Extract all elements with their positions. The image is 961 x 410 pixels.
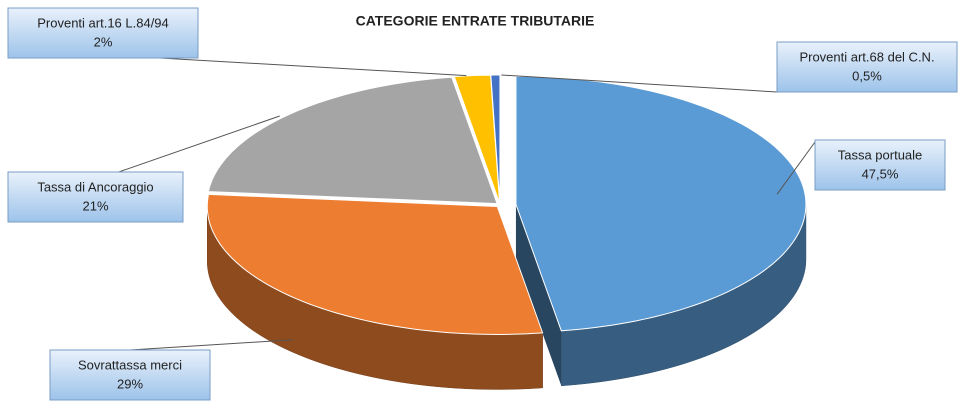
slice-label: Proventi art.16 L.84/94 [37,15,169,30]
pie-slice [515,75,807,332]
leader-line [129,339,293,351]
leader-line [501,74,778,93]
pie-slice [206,193,544,335]
slice-value-label: 29% [117,376,143,391]
slice-value-label: 2% [94,34,113,49]
leader-line [776,141,816,195]
slice-label: Proventi art.68 del C.N. [799,49,934,64]
leader-line [159,57,467,77]
leader-line [112,115,280,175]
label-box [814,139,946,191]
pie-slice [453,74,501,204]
slice-label: Tassa portuale [838,147,923,162]
pie-slice [207,76,498,205]
slice-value-label: 47,5% [862,166,899,181]
slice-label: Sovrattassa merci [78,357,182,372]
chart-title: CATEGORIE ENTRATE TRIBUTARIE [356,13,595,29]
label-box [7,7,199,59]
label-box [7,171,184,223]
slice-value-label: 0,5% [852,68,882,83]
slice-label: Tassa di Ancoraggio [37,179,153,194]
label-box [776,41,958,93]
label-box [49,349,211,401]
slice-value-label: 21% [82,198,108,213]
pie-slice [490,74,501,204]
pie-slice-wall [515,204,562,386]
